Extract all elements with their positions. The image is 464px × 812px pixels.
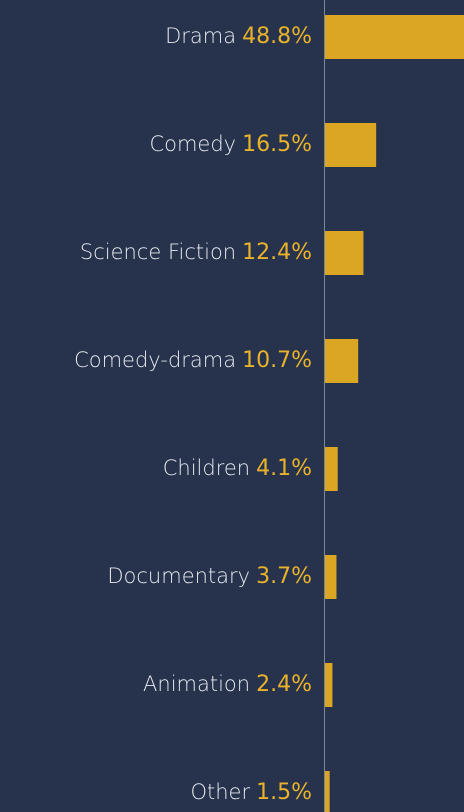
category-label: Documentary: [107, 564, 250, 588]
bar: [325, 771, 330, 812]
category-label: Drama: [165, 24, 236, 48]
category-label: Comedy-drama: [74, 348, 236, 372]
category-label: Comedy: [149, 132, 236, 156]
bar: [325, 663, 333, 707]
value-label: 3.7%: [256, 564, 312, 589]
bar: [325, 447, 338, 491]
value-label: 10.7%: [242, 348, 312, 373]
category-label: Children: [163, 456, 250, 480]
value-label: 12.4%: [242, 240, 312, 265]
value-label: 48.8%: [242, 24, 312, 49]
category-label: Science Fiction: [80, 240, 236, 264]
category-label: Other: [190, 780, 250, 804]
bar: [325, 555, 337, 599]
bar: [325, 231, 364, 275]
value-label: 4.1%: [256, 456, 312, 481]
bar: [325, 123, 377, 167]
bar: [325, 15, 464, 59]
value-label: 2.4%: [256, 672, 312, 697]
value-label: 16.5%: [242, 132, 312, 157]
value-label: 1.5%: [256, 780, 312, 805]
bar: [325, 339, 359, 383]
category-label: Animation: [143, 672, 250, 696]
